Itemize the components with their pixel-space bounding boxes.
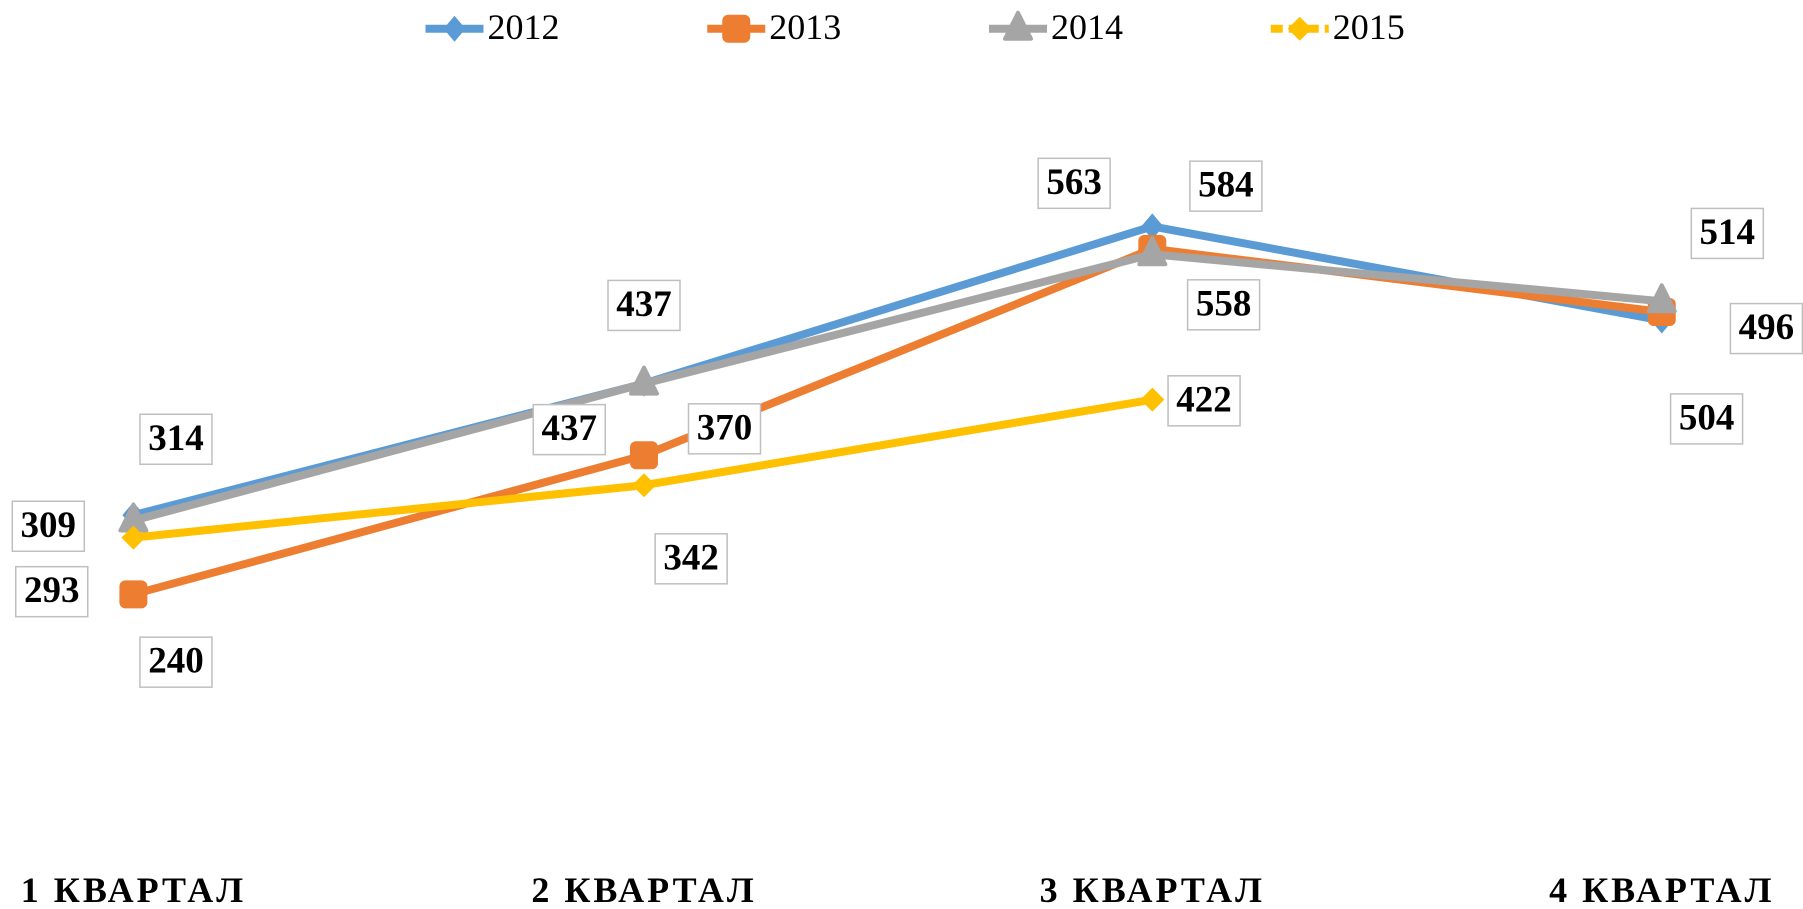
data-label-box: [654, 533, 728, 585]
x-tick-label: 2 КВАРТАЛ: [531, 870, 756, 909]
x-tick-label: 4 КВАРТАЛ: [1549, 870, 1774, 909]
data-label: 342: [663, 537, 719, 578]
marker: [630, 441, 658, 470]
series-line: [132, 222, 1663, 520]
x-tick-label: 1 КВАРТАЛ: [21, 870, 246, 909]
data-label-box: [139, 413, 213, 466]
marker: [1003, 10, 1033, 41]
data-label-box: [1189, 160, 1263, 212]
marker: [1137, 236, 1168, 267]
data-label-box: [1669, 393, 1744, 445]
marker: [1287, 16, 1312, 41]
marker: [629, 365, 659, 396]
series-line: [132, 250, 1663, 525]
data-label: 293: [24, 570, 80, 611]
data-label-box: [11, 500, 86, 553]
series-line: [132, 244, 1663, 599]
legend-label: 2015: [1333, 7, 1405, 47]
data-label-box: [15, 565, 89, 618]
data-label: 309: [21, 505, 77, 546]
data-label-box: [607, 279, 681, 332]
data-label: 240: [148, 641, 204, 682]
marker: [632, 473, 656, 498]
legend-label: 2013: [769, 7, 841, 47]
data-label: 370: [697, 407, 753, 448]
data-label-box: [139, 636, 213, 688]
data-label: 437: [616, 284, 672, 325]
data-label-box: [1729, 302, 1803, 355]
data-label-box: [1037, 157, 1111, 210]
legend-label: 2014: [1051, 7, 1123, 47]
marker: [443, 15, 466, 42]
data-label: 504: [1679, 397, 1735, 438]
data-label: 558: [1196, 283, 1252, 324]
legend-item: 2015: [1270, 7, 1405, 47]
legend-label: 2012: [488, 7, 560, 47]
data-label: 422: [1176, 379, 1232, 420]
data-label-box: [532, 403, 606, 456]
data-label-box: [1690, 207, 1765, 260]
data-label: 314: [148, 418, 204, 459]
data-label: 563: [1046, 162, 1102, 203]
marker: [722, 14, 751, 43]
marker: [121, 525, 146, 550]
data-label-box: [1167, 375, 1241, 427]
marker: [1646, 283, 1677, 314]
data-label: 584: [1198, 165, 1254, 206]
data-label-box: [1186, 279, 1261, 331]
marker: [1141, 213, 1164, 240]
marker: [119, 580, 148, 609]
data-label: 437: [542, 408, 598, 449]
data-label: 496: [1739, 307, 1795, 348]
data-label-box: [687, 403, 762, 455]
x-tick-label: 3 КВАРТАЛ: [1040, 870, 1265, 909]
data-label: 514: [1700, 212, 1756, 253]
marker: [1140, 387, 1165, 412]
legend-item: 2014: [989, 7, 1123, 47]
legend-item: 2012: [425, 7, 560, 47]
legend-item: 2013: [707, 7, 841, 47]
